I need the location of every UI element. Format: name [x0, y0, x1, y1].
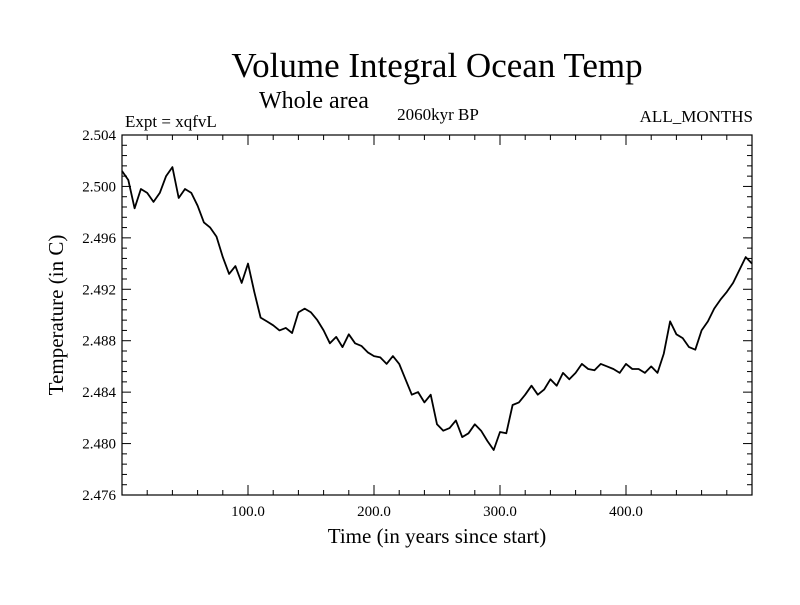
- months-label: ALL_MONTHS: [640, 107, 753, 126]
- y-tick-label: 2.480: [82, 437, 116, 453]
- y-tick-label: 2.488: [82, 334, 116, 350]
- x-tick-label: 400.0: [609, 504, 643, 520]
- axis-ticks: 2.476 2.480 2.484 2.488 2.492 2.496 2.500 2.504…: [82, 128, 752, 520]
- y-tick-label: 2.484: [82, 385, 116, 401]
- y-tick-label: 2.504: [82, 128, 116, 144]
- y-tick-label: 2.500: [82, 179, 116, 195]
- plot-frame: [121, 134, 753, 496]
- chart-title: Volume Integral Ocean Temp: [231, 46, 642, 85]
- period-label: 2060kyr BP: [397, 105, 479, 124]
- x-tick-label: 300.0: [483, 504, 517, 520]
- y-axis-label: Temperature (in C): [44, 235, 68, 396]
- x-tick-label: 100.0: [231, 504, 265, 520]
- chart-subtitle: Whole area: [259, 88, 369, 114]
- series-line: [121, 166, 753, 451]
- series-layer: [121, 166, 753, 451]
- experiment-label: Expt = xqfvL: [125, 112, 217, 131]
- x-tick-label: 200.0: [357, 504, 391, 520]
- y-tick-label: 2.496: [82, 231, 116, 247]
- y-tick-label: 2.476: [82, 488, 116, 504]
- x-axis-label: Time (in years since start): [328, 524, 547, 548]
- y-tick-label: 2.492: [82, 282, 116, 298]
